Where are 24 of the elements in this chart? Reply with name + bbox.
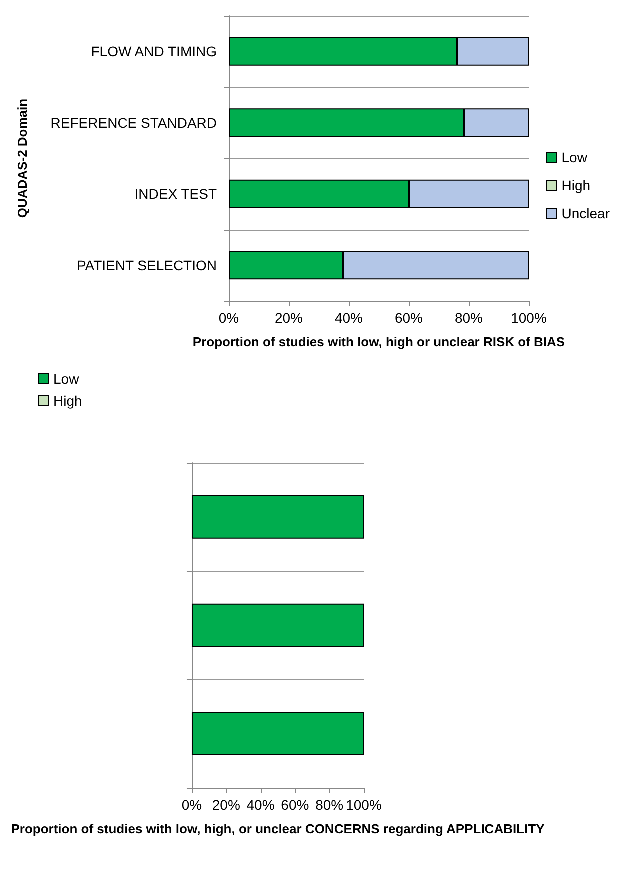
- x-axis-title: Proportion of studies with low, high, or unclear CONCERNS regarding APPLICABILITY: [11, 822, 546, 836]
- y-tick-label: REFERENCE STANDARD: [50, 114, 217, 131]
- x-tick-label: 100%: [511, 310, 547, 326]
- x-tick-label: 20%: [212, 797, 240, 813]
- x-tick-label: 20%: [274, 310, 304, 326]
- x-axis-title: Proportion of studies with low, high or unclear RISK of BIAS: [192, 334, 566, 350]
- y-tick-label: INDEX TEST: [134, 186, 218, 202]
- y-axis-title: QUADAS-2 Domain: [15, 98, 30, 218]
- x-tick-label: 0%: [182, 797, 202, 813]
- y-tick-label: FLOW AND TIMING: [91, 44, 217, 60]
- x-tick-label: 80%: [316, 797, 344, 813]
- x-tick-label: 0%: [218, 310, 240, 326]
- legend-label: Low: [562, 150, 588, 166]
- y-tick-label: PATIENT SELECTION: [76, 257, 217, 274]
- legend-label: Unclear: [562, 206, 610, 222]
- legend-label: High: [562, 178, 591, 194]
- x-tick-label: 60%: [394, 310, 424, 326]
- x-tick-label: 40%: [334, 310, 364, 326]
- x-tick-label: 80%: [454, 310, 484, 326]
- x-tick-label: 60%: [281, 797, 310, 813]
- x-tick-label: 40%: [246, 797, 275, 813]
- legend-label: High: [54, 393, 82, 409]
- x-tick-label: 100%: [346, 797, 382, 813]
- legend-label: Low: [54, 371, 80, 387]
